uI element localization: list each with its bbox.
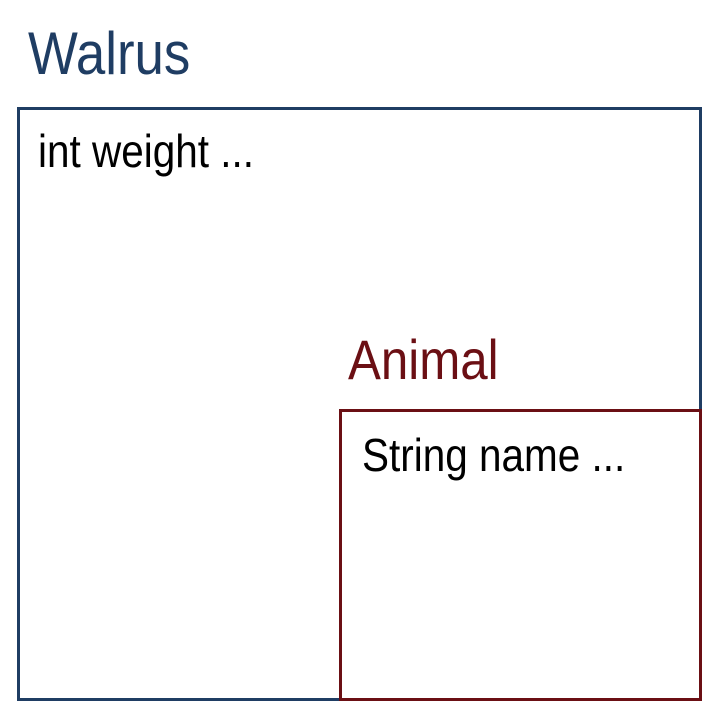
walrus-class-title: Walrus: [28, 20, 191, 87]
animal-class-title: Animal: [348, 328, 499, 391]
animal-class-box: [339, 409, 702, 701]
walrus-field-label: int weight ...: [38, 125, 254, 177]
animal-field-label: String name ...: [362, 429, 626, 481]
